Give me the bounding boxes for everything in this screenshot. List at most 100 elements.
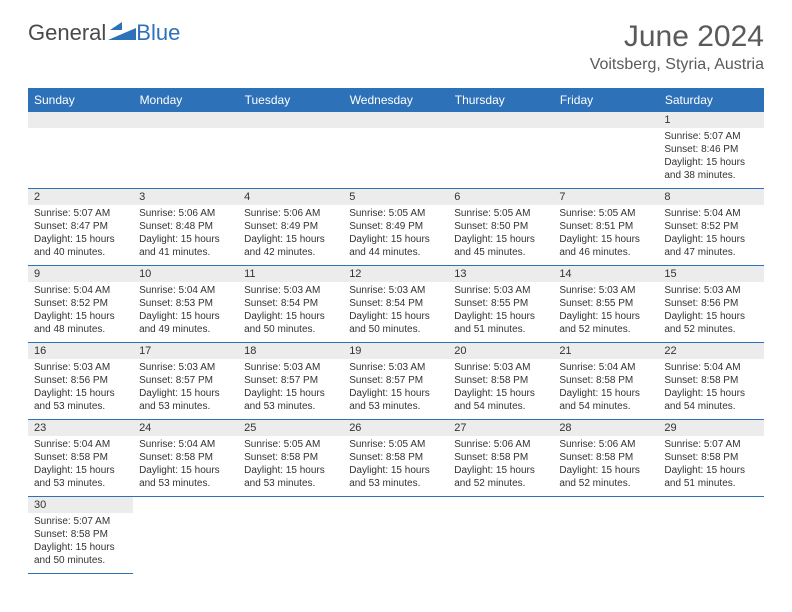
sunrise-text: Sunrise: 5:03 AM	[34, 361, 127, 374]
sunset-text: Sunset: 8:56 PM	[664, 297, 757, 310]
day-number-cell: 28	[553, 420, 658, 437]
day-content-cell: Sunrise: 5:03 AMSunset: 8:55 PMDaylight:…	[553, 282, 658, 343]
daylight-text: Daylight: 15 hours and 53 minutes.	[34, 464, 127, 490]
daynum-row: 1	[28, 112, 764, 128]
sunset-text: Sunset: 8:57 PM	[244, 374, 337, 387]
daylight-text: Daylight: 15 hours and 53 minutes.	[244, 387, 337, 413]
day-number-cell: 10	[133, 266, 238, 283]
daylight-text: Daylight: 15 hours and 49 minutes.	[139, 310, 232, 336]
day-content-cell	[133, 513, 238, 574]
daylight-text: Daylight: 15 hours and 53 minutes.	[349, 387, 442, 413]
location: Voitsberg, Styria, Austria	[590, 56, 764, 74]
weekday-header-row: Sunday Monday Tuesday Wednesday Thursday…	[28, 88, 764, 112]
sunset-text: Sunset: 8:58 PM	[559, 451, 652, 464]
day-number-cell: 30	[28, 497, 133, 514]
sunset-text: Sunset: 8:51 PM	[559, 220, 652, 233]
sunrise-text: Sunrise: 5:03 AM	[244, 284, 337, 297]
sunset-text: Sunset: 8:58 PM	[454, 451, 547, 464]
daylight-text: Daylight: 15 hours and 54 minutes.	[664, 387, 757, 413]
day-number-cell	[343, 112, 448, 128]
sunset-text: Sunset: 8:56 PM	[34, 374, 127, 387]
logo-mark-icon	[108, 20, 136, 46]
daylight-text: Daylight: 15 hours and 52 minutes.	[559, 464, 652, 490]
day-number-cell	[343, 497, 448, 514]
day-number-cell	[133, 497, 238, 514]
daynum-row: 16171819202122	[28, 343, 764, 360]
day-content-cell: Sunrise: 5:05 AMSunset: 8:49 PMDaylight:…	[343, 205, 448, 266]
day-content-cell: Sunrise: 5:05 AMSunset: 8:58 PMDaylight:…	[343, 436, 448, 497]
day-number-cell: 12	[343, 266, 448, 283]
daylight-text: Daylight: 15 hours and 53 minutes.	[139, 464, 232, 490]
day-number-cell: 9	[28, 266, 133, 283]
day-number-cell: 20	[448, 343, 553, 360]
day-number-cell: 11	[238, 266, 343, 283]
day-content-cell: Sunrise: 5:04 AMSunset: 8:58 PMDaylight:…	[133, 436, 238, 497]
day-content-cell: Sunrise: 5:04 AMSunset: 8:58 PMDaylight:…	[553, 359, 658, 420]
sunset-text: Sunset: 8:49 PM	[244, 220, 337, 233]
sunset-text: Sunset: 8:49 PM	[349, 220, 442, 233]
sunrise-text: Sunrise: 5:07 AM	[664, 130, 757, 143]
day-number-cell	[448, 497, 553, 514]
day-number-cell: 7	[553, 189, 658, 206]
daylight-text: Daylight: 15 hours and 52 minutes.	[664, 310, 757, 336]
daylight-text: Daylight: 15 hours and 51 minutes.	[664, 464, 757, 490]
day-content-cell: Sunrise: 5:07 AMSunset: 8:58 PMDaylight:…	[658, 436, 763, 497]
day-content-cell: Sunrise: 5:06 AMSunset: 8:58 PMDaylight:…	[448, 436, 553, 497]
sunset-text: Sunset: 8:58 PM	[559, 374, 652, 387]
day-content-cell: Sunrise: 5:04 AMSunset: 8:58 PMDaylight:…	[658, 359, 763, 420]
header: General Blue June 2024 Voitsberg, Styria…	[28, 20, 764, 74]
day-number-cell	[238, 112, 343, 128]
sunset-text: Sunset: 8:55 PM	[559, 297, 652, 310]
calendar-table: Sunday Monday Tuesday Wednesday Thursday…	[28, 88, 764, 574]
daylight-text: Daylight: 15 hours and 40 minutes.	[34, 233, 127, 259]
weekday-header: Wednesday	[343, 88, 448, 112]
day-number-cell: 3	[133, 189, 238, 206]
day-content-cell: Sunrise: 5:07 AMSunset: 8:58 PMDaylight:…	[28, 513, 133, 574]
daylight-text: Daylight: 15 hours and 52 minutes.	[454, 464, 547, 490]
day-number-cell	[658, 497, 763, 514]
content-row: Sunrise: 5:07 AMSunset: 8:47 PMDaylight:…	[28, 205, 764, 266]
sunrise-text: Sunrise: 5:05 AM	[454, 207, 547, 220]
sunrise-text: Sunrise: 5:03 AM	[454, 284, 547, 297]
daylight-text: Daylight: 15 hours and 53 minutes.	[349, 464, 442, 490]
daylight-text: Daylight: 15 hours and 42 minutes.	[244, 233, 337, 259]
sunrise-text: Sunrise: 5:05 AM	[349, 207, 442, 220]
sunset-text: Sunset: 8:54 PM	[244, 297, 337, 310]
day-number-cell: 8	[658, 189, 763, 206]
sunrise-text: Sunrise: 5:03 AM	[559, 284, 652, 297]
sunset-text: Sunset: 8:54 PM	[349, 297, 442, 310]
sunrise-text: Sunrise: 5:05 AM	[244, 438, 337, 451]
day-content-cell: Sunrise: 5:03 AMSunset: 8:57 PMDaylight:…	[238, 359, 343, 420]
daylight-text: Daylight: 15 hours and 53 minutes.	[244, 464, 337, 490]
day-content-cell: Sunrise: 5:06 AMSunset: 8:48 PMDaylight:…	[133, 205, 238, 266]
sunrise-text: Sunrise: 5:04 AM	[559, 361, 652, 374]
day-content-cell	[28, 128, 133, 189]
sunset-text: Sunset: 8:52 PM	[34, 297, 127, 310]
sunrise-text: Sunrise: 5:03 AM	[454, 361, 547, 374]
sunset-text: Sunset: 8:58 PM	[139, 451, 232, 464]
sunset-text: Sunset: 8:50 PM	[454, 220, 547, 233]
sunset-text: Sunset: 8:58 PM	[454, 374, 547, 387]
title-block: June 2024 Voitsberg, Styria, Austria	[590, 20, 764, 74]
sunset-text: Sunset: 8:58 PM	[349, 451, 442, 464]
content-row: Sunrise: 5:07 AMSunset: 8:58 PMDaylight:…	[28, 513, 764, 574]
day-content-cell: Sunrise: 5:03 AMSunset: 8:56 PMDaylight:…	[658, 282, 763, 343]
day-content-cell: Sunrise: 5:03 AMSunset: 8:57 PMDaylight:…	[133, 359, 238, 420]
day-number-cell: 15	[658, 266, 763, 283]
day-content-cell: Sunrise: 5:04 AMSunset: 8:52 PMDaylight:…	[658, 205, 763, 266]
day-number-cell: 25	[238, 420, 343, 437]
sunrise-text: Sunrise: 5:03 AM	[139, 361, 232, 374]
day-number-cell: 14	[553, 266, 658, 283]
sunrise-text: Sunrise: 5:03 AM	[349, 361, 442, 374]
sunset-text: Sunset: 8:52 PM	[664, 220, 757, 233]
daylight-text: Daylight: 15 hours and 50 minutes.	[349, 310, 442, 336]
day-content-cell: Sunrise: 5:06 AMSunset: 8:58 PMDaylight:…	[553, 436, 658, 497]
sunrise-text: Sunrise: 5:07 AM	[34, 515, 127, 528]
weekday-header: Thursday	[448, 88, 553, 112]
sunset-text: Sunset: 8:57 PM	[139, 374, 232, 387]
month-title: June 2024	[590, 20, 764, 54]
daynum-row: 2345678	[28, 189, 764, 206]
daynum-row: 23242526272829	[28, 420, 764, 437]
sunset-text: Sunset: 8:46 PM	[664, 143, 757, 156]
day-number-cell: 22	[658, 343, 763, 360]
